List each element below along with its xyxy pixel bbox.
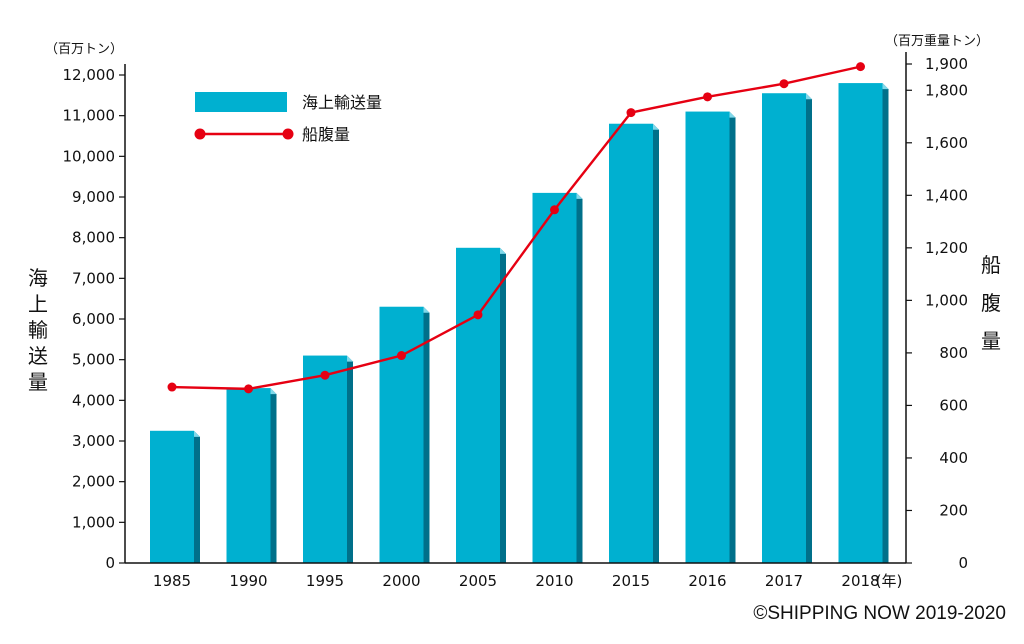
copyright-text: ©SHIPPING NOW 2019-2020 [753,603,1006,624]
line-point [473,310,483,320]
left-tick-label: 2,000 [72,473,115,491]
bar [762,93,806,564]
right-tick-label: 1,600 [925,134,968,152]
x-tick-label: 1995 [306,572,344,590]
bar-side [653,123,659,564]
x-axis-unit: (年) [876,572,903,590]
legend-line-marker-left [194,128,206,140]
line-point [550,205,559,215]
line-point [320,370,330,380]
bar [532,192,577,563]
line-point [703,92,712,102]
line-path [171,65,861,391]
right-tick-label: 400 [939,449,968,467]
left-tick-label: 6,000 [72,310,115,328]
x-tick-label: 2015 [612,572,650,590]
x-tick-label: 2000 [382,572,420,590]
axis-title-char: 量 [28,370,48,394]
right-tick-label: 1,400 [925,186,968,204]
chart: 0 1,000 2,000 3,000 4,000 5,000 6,000 7,000 8,00… [28,33,1001,590]
line-point [397,351,406,361]
axis-title-char: 上 [28,292,48,316]
left-tick-label: 5,000 [72,351,115,369]
line-point [856,62,865,72]
right-tick-label: 800 [939,344,968,362]
left-tick-label: 8,000 [72,229,115,247]
bar-series [150,83,889,564]
right-tick-label: 1,000 [925,291,968,309]
left-tick-label: 9,000 [72,188,115,206]
right-tick-label: 1,200 [925,239,968,257]
line-point [779,79,789,89]
bar [226,388,271,563]
bar [303,355,347,563]
right-tick-label: 600 [939,396,968,414]
legend-line-marker-right [282,128,294,140]
left-tick-label: 7,000 [72,269,115,287]
axis-title-char: 船 [981,253,1001,277]
bar [150,430,194,563]
right-axis-unit: （百万重量トン） [885,33,989,49]
right-tick-label: 1,800 [925,81,968,99]
axis-title-char: 送 [28,344,48,368]
left-tick-label: 4,000 [72,391,115,409]
bar-side [194,430,200,563]
right-axis-title: 船腹量 [981,253,1001,353]
bar [685,111,730,563]
bar-side [576,192,583,563]
x-tick-label: 2017 [765,572,803,590]
axis-title-char: 量 [981,329,1001,353]
legend-bar-swatch [195,92,287,112]
left-tick-label: 0 [105,554,115,572]
bar-side [423,306,430,563]
legend-line-label: 船腹量 [302,125,350,144]
bar-side [882,83,889,563]
line-point [626,108,636,118]
x-tick-label: 1990 [229,572,267,590]
x-tick-label: 2005 [459,572,497,590]
left-tick-label: 12,000 [63,66,116,84]
axis-title-char: 輸 [28,318,48,342]
bar [456,247,500,564]
left-axis-title: 海上輸送量 [28,266,48,394]
line-point [244,384,253,394]
right-tick-label: 200 [939,501,968,519]
bar-side [347,355,353,563]
x-tick-label: 2018 [841,572,879,590]
line-series [167,62,865,394]
axes: 0 1,000 2,000 3,000 4,000 5,000 6,000 7,000 8,00… [28,33,1001,590]
right-tick-label: 1,900 [925,55,968,73]
x-tick-label: 1985 [153,572,191,590]
left-tick-label: 3,000 [72,432,115,450]
right-tick-label: 0 [958,554,968,572]
bar [609,123,653,564]
line-point [167,382,177,392]
left-tick-label: 11,000 [63,107,116,125]
bar [838,83,883,563]
bar-side [270,388,277,563]
bar [379,306,424,563]
bar-side [500,247,506,564]
bar-side [806,93,812,564]
bar-side [729,111,736,563]
legend-bar-label: 海上輸送量 [302,93,382,112]
left-tick-label: 1,000 [72,513,115,531]
left-axis-unit: （百万トン） [45,42,123,57]
x-tick-label: 2016 [688,572,726,590]
x-tick-label: 2010 [535,572,573,590]
axis-title-char: 海 [28,266,48,290]
axis-title-char: 腹 [981,291,1001,315]
left-tick-label: 10,000 [63,147,116,165]
